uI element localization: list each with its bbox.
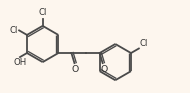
Text: Cl: Cl (139, 39, 148, 48)
Text: O: O (72, 65, 79, 74)
Text: O: O (100, 65, 107, 74)
Text: Cl: Cl (38, 8, 47, 17)
Text: OH: OH (13, 58, 27, 67)
Text: Cl: Cl (10, 26, 18, 35)
